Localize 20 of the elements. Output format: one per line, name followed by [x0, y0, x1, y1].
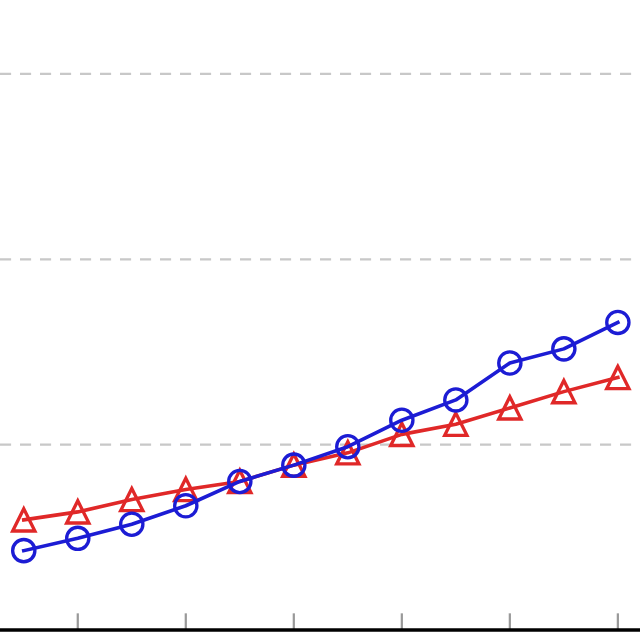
point	[389, 407, 415, 434]
point	[173, 476, 199, 503]
point	[64, 499, 91, 525]
point	[551, 378, 577, 405]
point	[64, 525, 91, 552]
point	[335, 440, 361, 466]
point	[443, 411, 469, 438]
point	[173, 492, 199, 519]
point	[335, 433, 361, 460]
point	[497, 350, 523, 376]
point	[119, 511, 145, 537]
point	[605, 309, 631, 336]
point	[551, 336, 577, 362]
point	[10, 537, 37, 564]
point	[605, 364, 631, 391]
point	[10, 507, 37, 533]
point	[119, 486, 145, 513]
point	[497, 395, 523, 421]
point	[389, 421, 415, 448]
point	[443, 387, 469, 413]
